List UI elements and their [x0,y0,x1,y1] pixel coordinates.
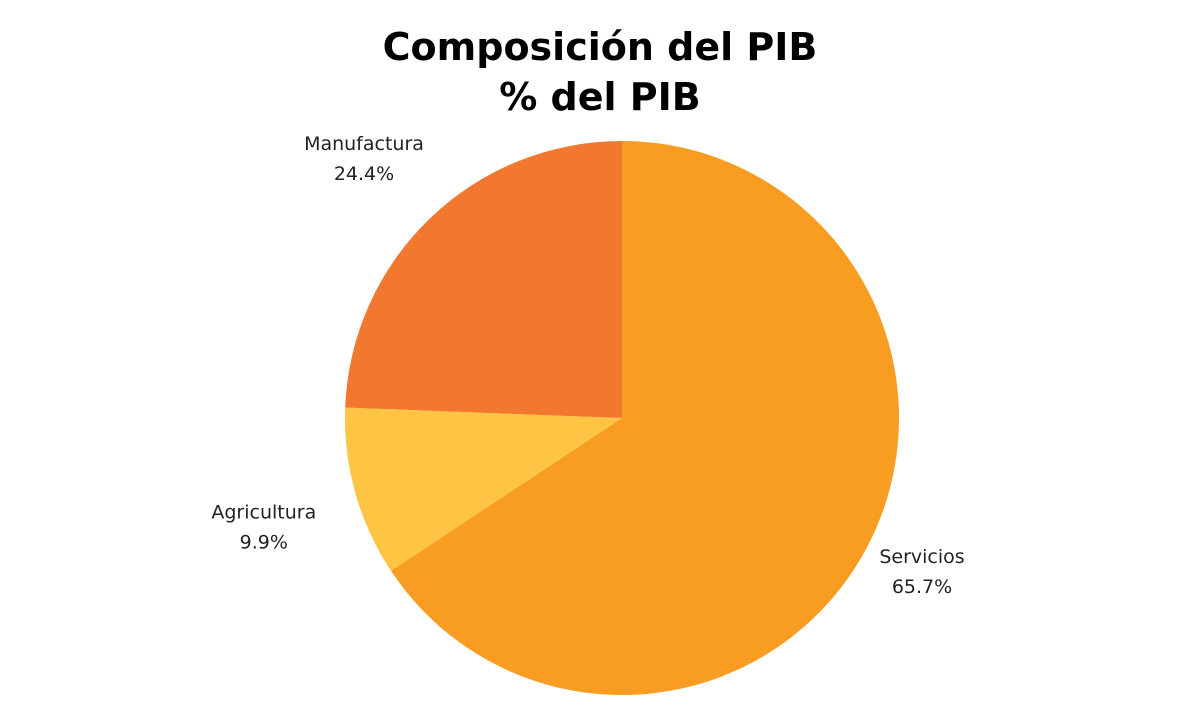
pie-slice-servicios [390,141,899,695]
slice-label-name: Agricultura [211,501,316,523]
chart-subtitle-line: % del PIB [499,75,701,119]
chart-title: Composición del PIB % del PIB [0,22,1200,122]
slice-label-name: Servicios [879,546,964,568]
pie-slices [345,141,899,695]
chart-title-line: Composición del PIB [382,25,818,69]
pie-slice-manufactura [345,141,622,418]
slice-label-value: 65.7% [892,576,952,598]
slice-label-name: Manufactura [304,133,424,155]
slice-label-value: 9.9% [240,531,288,553]
slice-label-value: 24.4% [334,163,394,185]
pie-labels: Servicios 65.7% Agricultura 9.9% Manufactura… [211,133,964,598]
pie-slice-agricultura [345,407,622,571]
